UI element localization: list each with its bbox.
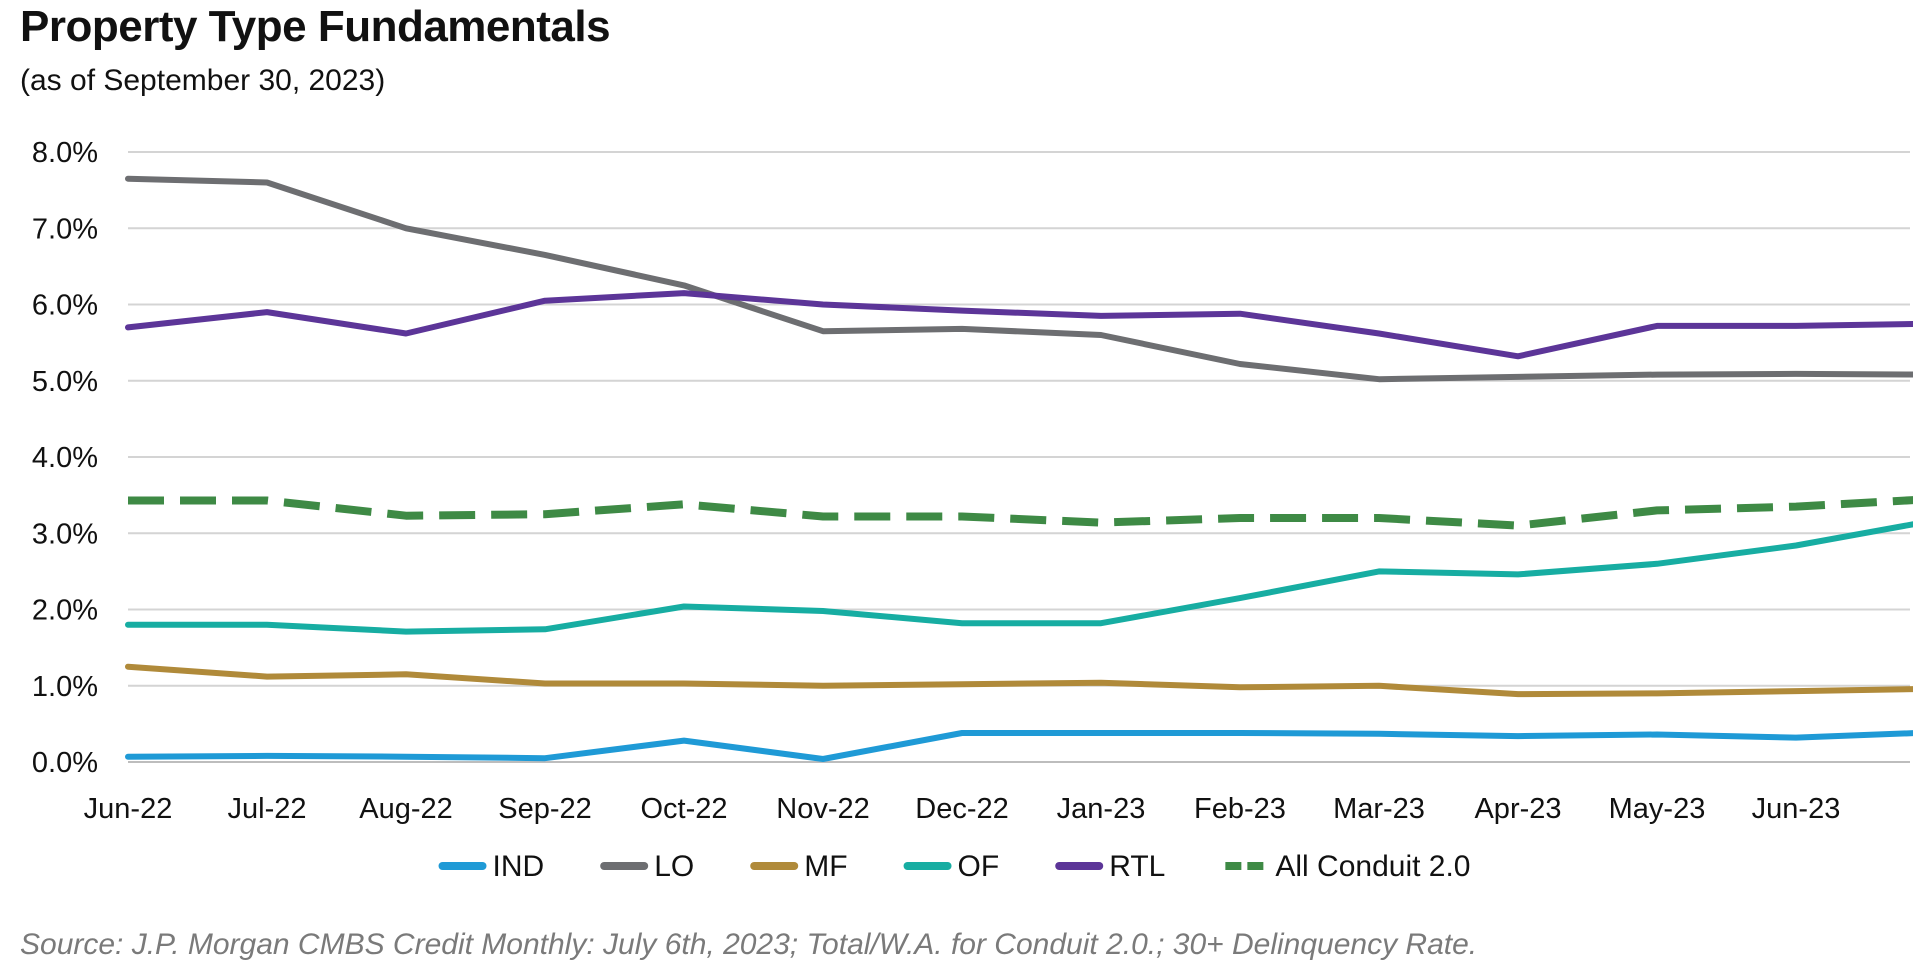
- x-tick-label: Nov-22: [776, 793, 870, 825]
- series-lines: [125, 175, 1913, 762]
- legend-item-rtl: RTL: [1055, 850, 1165, 883]
- legend-label: All Conduit 2.0: [1275, 850, 1470, 883]
- legend-item-of: OF: [903, 850, 1000, 883]
- series-line-all-conduit-2-0: [128, 496, 1913, 530]
- legend-item-all-conduit-2-0: All Conduit 2.0: [1225, 850, 1470, 883]
- line-chart: 0.0% 1.0% 2.0% 3.0% 4.0% 5.0% 6.0% 7.0% 8.0% Jun…: [32, 137, 1913, 883]
- legend-label: MF: [804, 850, 847, 883]
- x-tick-label: Jul-22: [228, 793, 307, 825]
- y-tick-label: 6.0%: [32, 290, 98, 322]
- y-tick-label: 2.0%: [32, 595, 98, 627]
- legend: IND LO MF OF RTL All Conduit 2.0: [438, 850, 1470, 883]
- legend-item-mf: MF: [750, 850, 848, 883]
- x-tick-label: Oct-22: [640, 793, 727, 825]
- legend-item-ind: IND: [438, 850, 545, 883]
- x-tick-label: Jan-23: [1057, 793, 1146, 825]
- y-tick-label: 8.0%: [32, 137, 98, 169]
- legend-label: IND: [493, 850, 545, 883]
- y-tick-label: 1.0%: [32, 671, 98, 703]
- x-axis: Jun-22 Jul-22 Aug-22 Sep-22 Oct-22 Nov-22 Dec-…: [84, 761, 1910, 825]
- page-subtitle: (as of September 30, 2023): [20, 64, 386, 97]
- legend-label: OF: [958, 850, 1000, 883]
- series-line-rtl: [125, 290, 1913, 360]
- y-tick-label: 3.0%: [32, 518, 98, 550]
- y-tick-label: 0.0%: [32, 747, 98, 779]
- x-tick-label: Aug-22: [359, 793, 453, 825]
- x-tick-label: Dec-22: [915, 793, 1009, 825]
- y-tick-label: 5.0%: [32, 366, 98, 398]
- legend-item-lo: LO: [600, 850, 694, 883]
- page-title: Property Type Fundamentals: [20, 2, 611, 51]
- x-tick-label: May-23: [1609, 793, 1706, 825]
- series-line-mf: [125, 663, 1913, 698]
- source-note: Source: J.P. Morgan CMBS Credit Monthly:…: [20, 928, 1478, 961]
- y-tick-label: 4.0%: [32, 442, 98, 474]
- x-tick-label: Mar-23: [1333, 793, 1425, 825]
- legend-label: LO: [654, 850, 694, 883]
- series-line-lo: [125, 175, 1913, 383]
- series-line-of: [125, 521, 1913, 635]
- y-axis: 0.0% 1.0% 2.0% 3.0% 4.0% 5.0% 6.0% 7.0% 8.0%: [32, 137, 98, 779]
- x-tick-label: Jun-22: [84, 793, 173, 825]
- x-tick-label: Apr-23: [1474, 793, 1561, 825]
- series-line-ind: [125, 730, 1913, 762]
- x-tick-label: Sep-22: [498, 793, 592, 825]
- legend-label: RTL: [1109, 850, 1165, 883]
- x-tick-label: Feb-23: [1194, 793, 1286, 825]
- x-tick-label: Jun-23: [1752, 793, 1841, 825]
- gridlines: [128, 151, 1910, 687]
- y-tick-label: 7.0%: [32, 213, 98, 245]
